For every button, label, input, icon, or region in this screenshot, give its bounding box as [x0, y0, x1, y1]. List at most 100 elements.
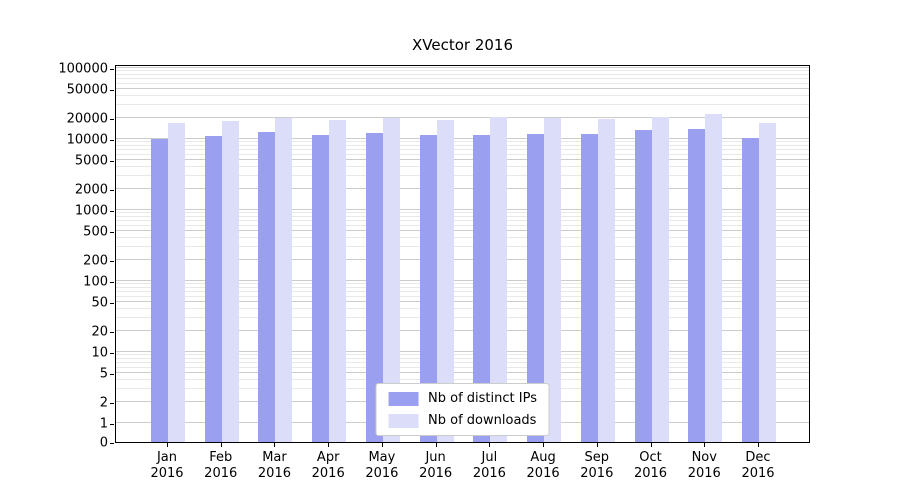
- gridline-major: [116, 187, 809, 189]
- gridline-major: [116, 329, 809, 331]
- x-tick-mark: [435, 443, 437, 447]
- bar-nb-of-distinct-ips-feb: [204, 136, 222, 442]
- x-tick-mark: [543, 443, 545, 447]
- legend-swatch-distinct-ips: [388, 391, 419, 406]
- x-tick-mark: [220, 443, 222, 447]
- y-tick-mark: [110, 260, 114, 262]
- gridline-minor: [116, 362, 809, 363]
- bar-nb-of-downloads-jun: [436, 119, 454, 442]
- gridline-minor: [116, 144, 809, 146]
- gridline-minor: [116, 357, 809, 359]
- gridline-minor: [116, 295, 809, 297]
- y-tick-mark: [110, 69, 114, 70]
- bar-nb-of-downloads-aug: [544, 118, 562, 442]
- chart-title: XVector 2016: [411, 36, 513, 54]
- gridline-minor: [116, 82, 809, 84]
- y-tick-label-100: 100: [83, 274, 108, 290]
- x-tick-label-jan: Jan 2016: [150, 450, 184, 482]
- bar-nb-of-distinct-ips-jul: [473, 135, 491, 442]
- x-tick-mark: [650, 443, 652, 447]
- bar-nb-of-downloads-may: [382, 118, 400, 442]
- y-tick-label-2000: 2000: [74, 182, 108, 198]
- gridline-minor: [116, 153, 809, 155]
- y-tick-label-500: 500: [83, 224, 108, 240]
- y-tick-mark: [110, 424, 114, 425]
- gridline-minor: [116, 149, 809, 150]
- bar-nb-of-distinct-ips-sep: [580, 133, 598, 442]
- gridline-minor: [116, 237, 809, 239]
- x-axis-labels: Jan 2016 Feb 2016 Mar 2016 Apr 2016 May 2016…: [115, 450, 810, 490]
- x-tick-mark: [596, 443, 598, 447]
- bar-nb-of-distinct-ips-dec: [742, 138, 759, 442]
- gridline-minor: [116, 308, 809, 310]
- gridline-major: [116, 88, 809, 90]
- gridline-major: [116, 159, 809, 161]
- gridline-minor: [116, 291, 809, 292]
- y-tick-mark: [110, 211, 114, 212]
- y-tick-mark: [110, 118, 114, 120]
- bar-nb-of-distinct-ips-mar: [258, 131, 276, 442]
- gridline-minor: [116, 366, 809, 368]
- x-tick-label-may: May 2016: [365, 450, 399, 482]
- x-tick-mark: [274, 443, 276, 447]
- legend: Nb of distinct IPs Nb of downloads: [375, 383, 550, 436]
- y-tick-mark: [110, 331, 114, 333]
- y-tick-label-2: 2: [99, 395, 108, 411]
- gridline-major: [116, 67, 809, 68]
- x-tick-label-mar: Mar 2016: [257, 450, 291, 482]
- bar-nb-of-distinct-ips-jan: [151, 139, 168, 442]
- gridline-major: [116, 138, 809, 139]
- gridline-minor: [116, 220, 809, 221]
- y-tick-mark: [110, 189, 114, 191]
- x-tick-label-oct: Oct 2016: [633, 450, 668, 482]
- bar-nb-of-distinct-ips-jun: [419, 135, 437, 442]
- bar-nb-of-distinct-ips-aug: [527, 134, 545, 442]
- gridline-minor: [116, 141, 809, 143]
- x-tick-mark: [328, 443, 330, 447]
- bar-nb-of-downloads-jan: [168, 123, 185, 442]
- x-tick-mark: [758, 443, 759, 447]
- bar-nb-of-downloads-dec: [759, 123, 776, 442]
- bar-nb-of-downloads-jul: [490, 117, 508, 442]
- bar-nb-of-distinct-ips-apr: [312, 134, 330, 442]
- gridline-major: [116, 116, 809, 118]
- y-tick-mark: [110, 90, 114, 92]
- gridline-minor: [116, 246, 809, 248]
- gridline-major: [116, 280, 809, 281]
- gridline-minor: [116, 70, 809, 72]
- y-tick-label-1: 1: [99, 416, 108, 432]
- legend-item-distinct-ips: Nb of distinct IPs: [388, 391, 537, 406]
- y-axis-tick-marks: [110, 65, 115, 444]
- bar-nb-of-downloads-feb: [221, 120, 239, 442]
- x-tick-label-sep: Sep 2016: [580, 450, 614, 482]
- gridline-minor: [116, 104, 809, 106]
- gridline-major: [116, 209, 809, 210]
- y-tick-label-5000: 5000: [74, 153, 108, 169]
- bar-nb-of-downloads-nov: [705, 114, 723, 442]
- bar-nb-of-downloads-mar: [275, 118, 293, 442]
- y-tick-mark: [110, 353, 114, 354]
- y-tick-mark: [110, 140, 114, 141]
- y-tick-mark: [110, 374, 114, 376]
- gridline-minor: [116, 224, 809, 226]
- y-tick-label-5: 5: [99, 366, 108, 382]
- y-axis-labels: 0 1 2 5 10 20 50 100 200 500 1000 2000 5000 10000 2000…: [0, 62, 108, 451]
- gridline-major: [116, 230, 809, 232]
- x-tick-label-jul: Jul 2016: [472, 450, 506, 482]
- gridline-major: [116, 372, 809, 374]
- x-tick-label-nov: Nov 2016: [687, 450, 721, 482]
- gridline-major: [116, 301, 809, 303]
- y-tick-label-50000: 50000: [66, 82, 108, 98]
- gridline-minor: [116, 283, 809, 285]
- y-tick-label-20: 20: [91, 324, 108, 340]
- y-tick-label-1000: 1000: [74, 203, 108, 219]
- y-tick-mark: [110, 232, 114, 234]
- gridline-minor: [116, 166, 809, 168]
- gridline-minor: [116, 286, 809, 288]
- gridline-minor: [116, 215, 809, 217]
- x-tick-mark: [489, 443, 491, 447]
- gridline-major: [116, 258, 809, 260]
- gridline-major: [116, 351, 809, 352]
- x-tick-label-apr: Apr 2016: [311, 450, 345, 482]
